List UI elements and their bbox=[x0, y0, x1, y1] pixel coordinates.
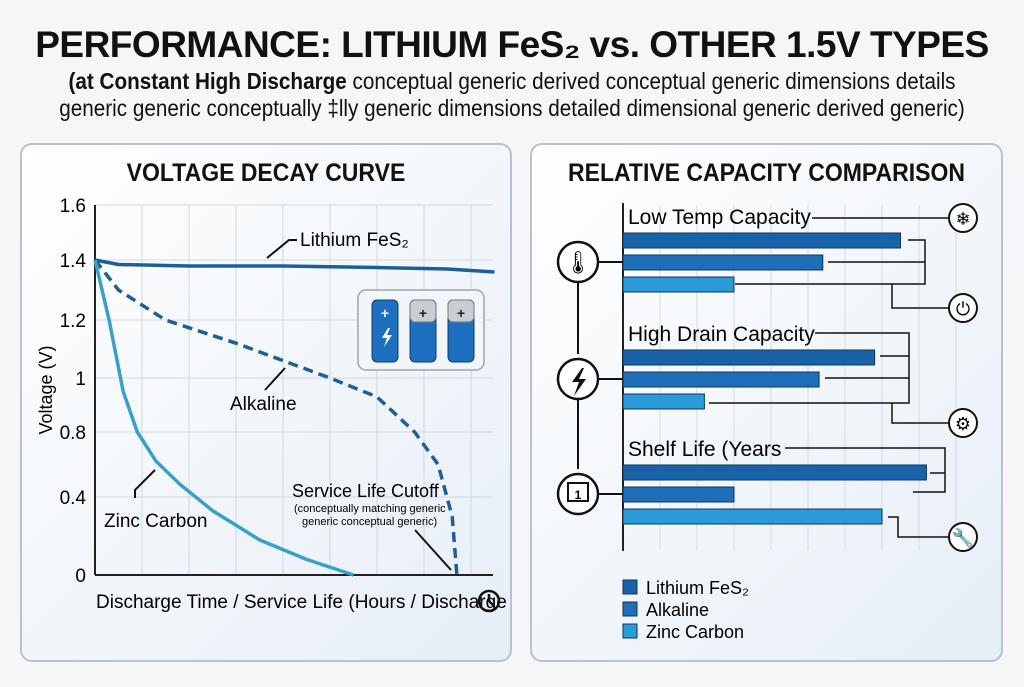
snowflake-icon-glyph: ❄ bbox=[955, 209, 970, 229]
category-label: High Drain Capacity bbox=[628, 323, 815, 346]
leader-line bbox=[709, 332, 949, 424]
voltage-chart-title: VOLTAGE DECAY CURVE bbox=[126, 159, 406, 187]
battery-plus: + bbox=[457, 305, 465, 321]
y-tick-label: 0.4 bbox=[60, 488, 87, 509]
category-label: Shelf Life (Years bbox=[628, 438, 781, 461]
battery-icon bbox=[371, 299, 399, 363]
arrow-cutoff bbox=[414, 529, 452, 571]
wrench-icon-glyph: 🔧 bbox=[952, 527, 974, 548]
bar-2-2 bbox=[622, 508, 883, 525]
battery-plus: + bbox=[419, 305, 427, 321]
calendar-day: 1 bbox=[575, 488, 582, 502]
y-tick-label: 0.8 bbox=[60, 423, 86, 444]
legend-label: Lithium FeS₂ bbox=[646, 578, 749, 598]
gear-icon-glyph: ⚙ bbox=[955, 414, 971, 434]
x-axis-label: Discharge Time / Service Life (Hours / D… bbox=[96, 592, 507, 613]
leader-line bbox=[785, 447, 949, 538]
capacity-chart-title: RELATIVE CAPACITY COMPARISON bbox=[567, 159, 965, 187]
arrow-alkaline bbox=[264, 367, 286, 391]
arrow-zinc bbox=[134, 469, 156, 498]
clock-icon bbox=[477, 589, 501, 613]
battery-plus: + bbox=[381, 305, 389, 321]
y-tick-label: 1 bbox=[75, 369, 86, 390]
label-alkaline: Alkaline bbox=[230, 394, 297, 415]
y-tick-label: 1.2 bbox=[60, 311, 86, 332]
battery-lightning-icon bbox=[382, 328, 392, 347]
y-tick-label: 0 bbox=[75, 566, 86, 587]
clock-icon-hands bbox=[487, 594, 495, 607]
category-label: Low Temp Capacity bbox=[628, 206, 811, 229]
bar-0-1 bbox=[622, 349, 876, 366]
leader-line bbox=[735, 239, 949, 309]
cutoff-note: (conceptually matching generic bbox=[294, 503, 446, 515]
series-line-lithium-fes- bbox=[94, 258, 495, 274]
bar-1-1 bbox=[622, 371, 820, 388]
subtitle-line-1: (at Constant High Discharge conceptual g… bbox=[51, 68, 973, 95]
y-tick-label: 1.4 bbox=[60, 251, 87, 272]
legend-label: Alkaline bbox=[646, 600, 709, 620]
cutoff-label: Service Life Cutoff bbox=[292, 481, 440, 501]
bar-2-0 bbox=[622, 276, 735, 293]
y-axis-label: Voltage (V) bbox=[36, 345, 56, 434]
label-lithium: Lithium FeS₂ bbox=[300, 230, 409, 251]
legend-swatch bbox=[622, 579, 638, 595]
label-zinc: Zinc Carbon bbox=[104, 511, 208, 532]
legend-label: Zinc Carbon bbox=[646, 622, 744, 642]
subtitle-rest: conceptual generic derived conceptual ge… bbox=[346, 68, 956, 94]
battery-cap bbox=[447, 299, 475, 323]
bar-0-2 bbox=[622, 464, 927, 481]
bar-2-1 bbox=[622, 393, 705, 410]
legend-swatch bbox=[622, 601, 638, 617]
legend-swatch bbox=[622, 623, 638, 639]
bar-1-0 bbox=[622, 254, 824, 271]
page-title: PERFORMANCE: LITHIUM FeS₂ vs. OTHER 1.5V… bbox=[35, 24, 989, 65]
power-icon-glyph: ⏻ bbox=[956, 299, 970, 319]
thermometer-glyph: 🌡 bbox=[564, 250, 592, 275]
calendar-glyph bbox=[567, 482, 589, 502]
lightning-glyph bbox=[572, 368, 586, 396]
cutoff-note: generic conceptual generic) bbox=[302, 516, 437, 528]
bar-0-0 bbox=[622, 232, 901, 249]
y-tick-label: 1.6 bbox=[60, 196, 86, 217]
subtitle-line-2: generic generic conceptually ‡lly generi… bbox=[59, 95, 965, 121]
arrow-lithium bbox=[266, 239, 297, 259]
bar-1-2 bbox=[622, 486, 735, 503]
subtitle-bold: (at Constant High Discharge bbox=[68, 68, 347, 94]
battery-cap bbox=[409, 299, 437, 323]
series-line-zinc-carbon bbox=[93, 259, 355, 577]
